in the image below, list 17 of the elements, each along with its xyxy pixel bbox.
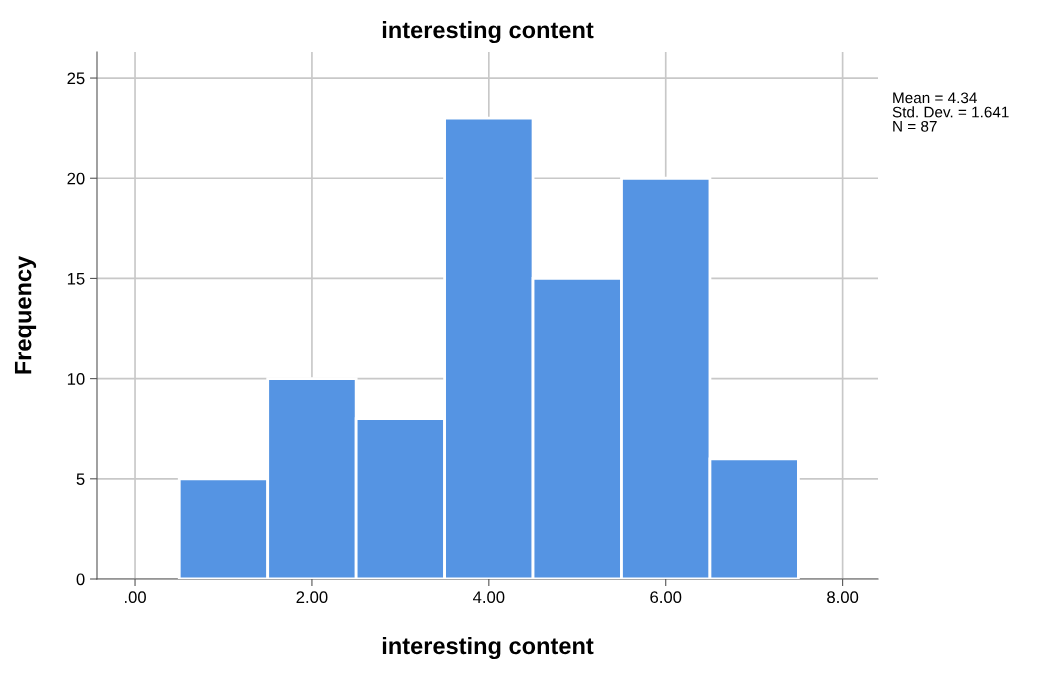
text: Std. Dev. = 1.641 [892, 106, 1009, 118]
x-tick-label: 4.00 [472, 591, 505, 604]
text: Mean = 4.34 [893, 92, 977, 104]
y-tick-label: 15 [67, 273, 85, 285]
chart-title: interesting content [382, 21, 594, 44]
x-tick-label: .00 [124, 591, 146, 604]
y-tick-label: 10 [67, 373, 85, 385]
y-tick-label: 20 [67, 172, 85, 185]
x-tick-label: 2.00 [296, 591, 328, 604]
y-tick-label: 25 [67, 72, 85, 85]
y-axis-title: Frequency [14, 255, 37, 374]
x-axis-title: interesting content [382, 636, 594, 660]
text: N = 87 [893, 120, 937, 132]
y-tick-label: 5 [76, 473, 85, 486]
x-tick-label: 8.00 [827, 591, 859, 604]
x-tick-label: 6.00 [650, 591, 682, 604]
y-tick-label: 0 [76, 573, 85, 586]
